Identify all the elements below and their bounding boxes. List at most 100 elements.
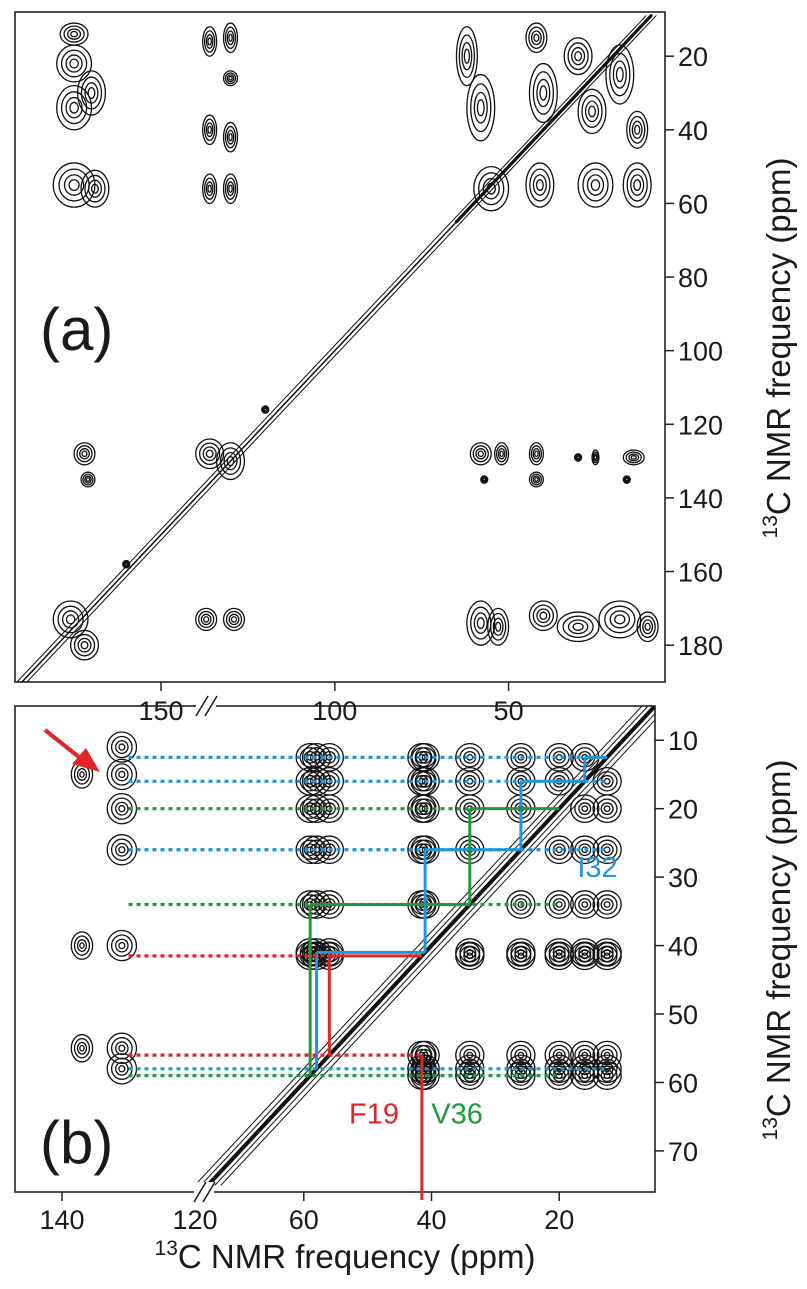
contour-peak: [528, 471, 544, 488]
contour-peak: [528, 600, 558, 632]
contour-peak: [80, 641, 89, 650]
contour-peak: [633, 179, 642, 191]
contour-peak: [478, 172, 505, 206]
contour-peak: [106, 1032, 138, 1064]
diagonal-ridge: [454, 14, 653, 224]
contour-peak: [455, 1040, 485, 1070]
contour-peak: [639, 615, 656, 639]
contour-peak: [57, 605, 84, 634]
contour-peak: [56, 84, 93, 131]
contour-peak: [228, 184, 233, 193]
residue-labels: I32 V36 F19: [349, 852, 618, 1130]
contour-peak: [205, 449, 214, 458]
contour-peak: [596, 945, 618, 967]
residue-label-v36: V36: [431, 1099, 483, 1131]
contour-peak: [590, 179, 601, 191]
contour-peak: [222, 22, 239, 54]
contour-peak: [106, 731, 138, 763]
contour-peak: [106, 792, 138, 825]
contour-peak: [642, 619, 654, 635]
contour-peak: [123, 560, 130, 568]
contour-peak: [596, 1044, 618, 1066]
contour-peak: [106, 834, 138, 866]
contour-peak: [79, 771, 85, 778]
contour-peak: [461, 41, 473, 71]
panel-a-x-ticks: 150 100 50: [138, 682, 524, 726]
contour-peak: [203, 616, 210, 623]
contour-peak: [536, 608, 551, 624]
contour-peak: [581, 952, 589, 960]
residue-label-i32: I32: [577, 852, 617, 884]
contour-peak: [60, 49, 88, 78]
panel-b-x-ticks: 140 120 60 40 20: [39, 1192, 574, 1235]
contour-peak: [219, 447, 242, 476]
contour-peak: [615, 66, 624, 83]
contour-peak: [487, 607, 510, 646]
contour-peak: [596, 771, 618, 792]
contour-peak: [494, 442, 510, 466]
contour-peak: [532, 448, 541, 460]
contour-peak: [122, 559, 131, 569]
contour-peak: [202, 173, 218, 205]
contour-peak: [482, 477, 487, 482]
contour-peak: [459, 1044, 481, 1066]
contour-peak: [115, 938, 129, 953]
contour-peak: [73, 1038, 91, 1059]
contour-peak: [623, 476, 630, 483]
contour-peak: [226, 129, 235, 145]
y-tick-label: 10: [668, 726, 698, 756]
diagonal-ridge: [21, 221, 458, 682]
contour-peak: [556, 611, 600, 643]
contour-peak: [124, 562, 129, 567]
contour-peak: [600, 1069, 614, 1083]
contour-peak: [581, 805, 589, 813]
diagonal-ridge: [206, 706, 655, 1188]
contour-peak: [534, 450, 539, 458]
contour-peak: [77, 637, 92, 653]
contour-peak: [578, 949, 592, 963]
contour-peak: [79, 448, 90, 460]
contour-peak: [458, 34, 476, 79]
contour-peak: [596, 894, 618, 915]
y-tick-label: 140: [678, 484, 723, 514]
contour-peak: [222, 173, 239, 205]
arrow-shaft: [43, 728, 86, 763]
contour-peak: [596, 1065, 618, 1086]
contour-peak: [80, 76, 103, 110]
contour-peak: [600, 898, 614, 911]
contour-peak: [480, 475, 489, 484]
contour-peak: [525, 162, 555, 208]
contour-peak: [63, 25, 85, 43]
contour-peak: [222, 70, 239, 87]
contour-peak: [69, 101, 79, 114]
contour-peak: [581, 1051, 589, 1059]
contour-peak: [581, 1072, 589, 1080]
contour-peak: [548, 839, 570, 860]
contour-peak: [571, 47, 586, 66]
contour-peak: [455, 26, 478, 87]
contour-peak: [481, 476, 488, 483]
contour-peak: [115, 801, 129, 816]
contour-peak: [473, 91, 488, 124]
contour-peak: [489, 612, 507, 641]
contour-peak: [517, 952, 525, 960]
panel-b-y-axis-title-text: C NMR frequency (ppm): [760, 760, 797, 1118]
contour-peak: [603, 805, 611, 813]
contour-peak: [475, 448, 487, 460]
contour-peak: [631, 120, 643, 139]
contour-peak: [486, 182, 497, 195]
contour-peak: [596, 798, 618, 819]
contour-peak: [73, 935, 91, 956]
contour-peak: [482, 177, 500, 200]
x-tick-label: 60: [289, 1205, 319, 1235]
contour-peak: [52, 162, 96, 208]
contour-peak: [228, 613, 240, 626]
contour-peak: [497, 448, 506, 460]
contour-peak: [477, 450, 484, 458]
contour-peak: [530, 473, 543, 486]
contour-peak: [110, 763, 133, 786]
panel-a-y-axis-title-sup: 13: [759, 515, 782, 538]
contour-peak: [87, 87, 96, 99]
contour-peak: [70, 1033, 94, 1063]
